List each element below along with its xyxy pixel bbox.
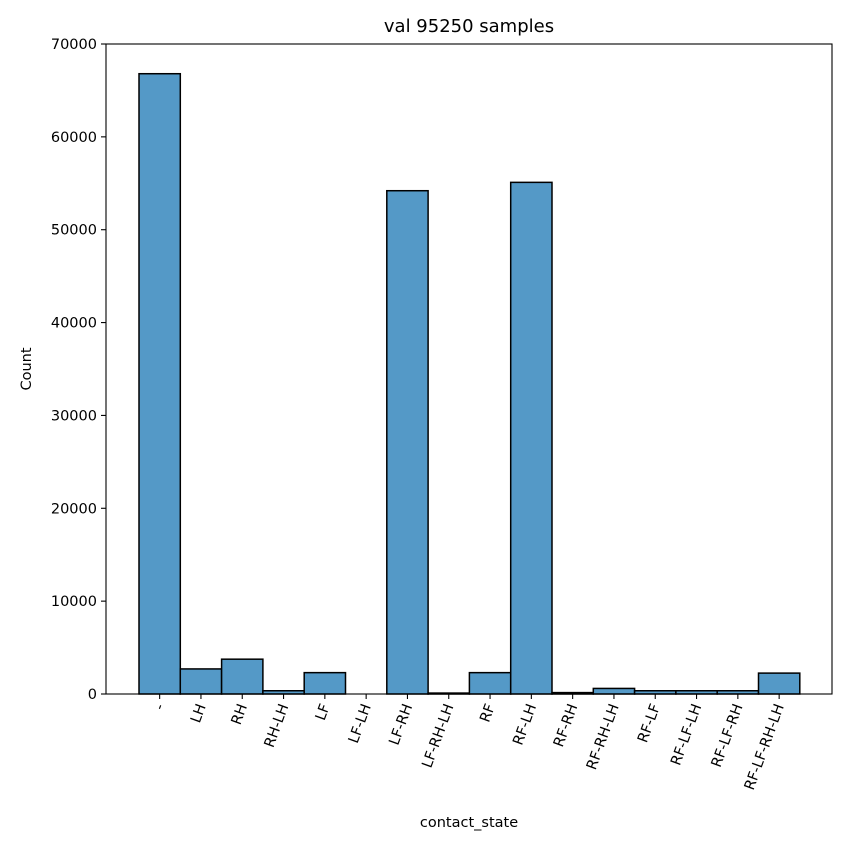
x-tick-label: RF-LF-RH (709, 702, 747, 770)
bar-9 (509, 181, 553, 695)
y-axis-label: Count (19, 347, 35, 390)
plot-frame (105, 43, 833, 695)
bar-4 (303, 671, 347, 695)
bar-6 (386, 189, 429, 695)
y-tick-label: 10000 (51, 594, 97, 610)
y-tick-label: 20000 (51, 501, 97, 517)
x-tick-label: RF (477, 702, 498, 725)
x-axis: - LH RH RH-LH LF LF-LH LF-RH LF-RH-LH RF RF-LH RF-… (152, 694, 788, 792)
x-tick-label: RF-LF-RH-LH (742, 702, 788, 793)
bars-group (138, 72, 801, 695)
x-tick-label: RH-LH (262, 702, 292, 750)
bar-11 (592, 687, 636, 695)
y-tick-label: 60000 (51, 130, 97, 146)
x-tick-label: RF-RH-LH (584, 702, 623, 772)
x-axis-label: contact_state (420, 815, 518, 831)
x-tick-label: LF-RH (387, 702, 417, 748)
x-tick-label: LF-LH (346, 702, 375, 746)
x-tick-label: RF-RH (551, 702, 581, 749)
bar-2 (220, 658, 264, 695)
x-tick-label: RF-LF (635, 702, 664, 745)
x-tick-label: RH (229, 702, 251, 727)
y-tick-label: 30000 (51, 408, 97, 424)
y-tick-label: 40000 (51, 316, 97, 332)
chart-title: val 95250 samples (384, 16, 554, 37)
x-tick-label: - (152, 702, 169, 712)
bar-0 (138, 72, 182, 695)
x-tick-label: LF-RH-LH (420, 702, 458, 770)
bar-8 (468, 671, 512, 695)
y-tick-label: 70000 (51, 37, 97, 53)
x-tick-label: RF-LF-LH (668, 702, 705, 768)
bar-15 (757, 672, 801, 695)
bar-1 (179, 668, 223, 695)
y-tick-label: 0 (88, 687, 97, 703)
y-axis: 0 10000 20000 30000 40000 50000 60000 70000 (51, 37, 106, 703)
x-tick-label: RF-LH (510, 702, 540, 748)
x-tick-label: LH (188, 702, 210, 725)
x-tick-label: LF (313, 702, 334, 723)
y-tick-label: 50000 (51, 223, 97, 239)
